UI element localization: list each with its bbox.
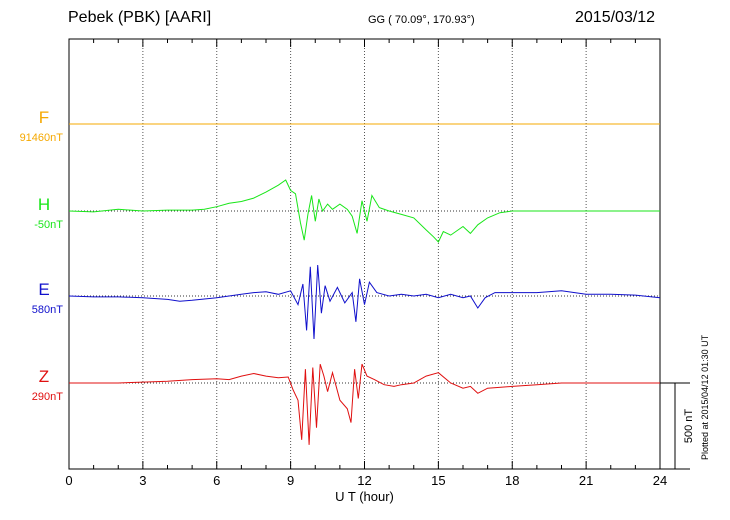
series-h-line — [68, 179, 660, 243]
x-tick-label: 24 — [653, 473, 667, 488]
plot-frame — [68, 38, 661, 470]
component-label-z: Z — [39, 367, 49, 386]
x-tick-label: 0 — [65, 473, 72, 488]
x-axis-label: U T (hour) — [335, 489, 394, 504]
scale-bar-label: 500 nT — [683, 409, 695, 444]
baseline-value-h: -50nT — [34, 219, 63, 231]
component-label-h: H — [38, 195, 50, 214]
series-e-line — [68, 264, 661, 340]
x-tick-label: 12 — [357, 473, 371, 488]
x-tick-label: 3 — [139, 473, 146, 488]
geo-coordinates: GG ( 70.09°, 170.93°) — [368, 14, 475, 26]
baseline-value-z: 290nT — [32, 391, 63, 403]
series-z-line — [69, 363, 660, 445]
baseline-value-f: 91460nT — [20, 132, 64, 144]
station-title: Pebek (PBK) [AARI] — [68, 9, 212, 26]
x-tick-label: 15 — [431, 473, 445, 488]
x-tick-label: 18 — [505, 473, 519, 488]
x-tick-label: 6 — [213, 473, 220, 488]
x-tick-label: 21 — [579, 473, 593, 488]
component-label-e: E — [38, 280, 49, 299]
component-label-f: F — [39, 108, 49, 127]
baseline-value-e: 580nT — [32, 304, 63, 316]
plotted-at-note: Plotted at 2015/04/12 01:30 UT — [700, 334, 710, 460]
date-label: 2015/03/12 — [575, 9, 656, 26]
x-tick-label: 9 — [287, 473, 294, 488]
